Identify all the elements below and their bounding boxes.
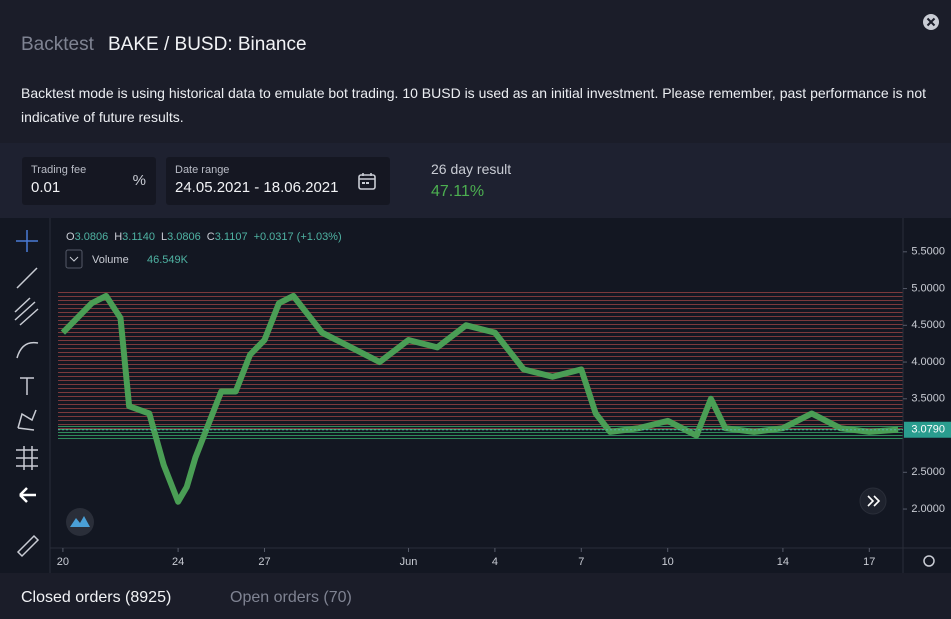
legend-toggle[interactable] — [65, 249, 83, 269]
date-range-field[interactable]: Date range 24.05.2021 - 18.06.2021 — [166, 157, 390, 205]
tab[interactable]: Open orders (70) — [230, 589, 352, 606]
y-tick-label: 2.5000 — [911, 466, 945, 478]
ohlc-value: 3.1107 — [215, 231, 248, 243]
x-tick-label: 27 — [258, 556, 270, 568]
y-tick-label: 4.0000 — [911, 356, 945, 368]
x-tick-label: 17 — [863, 556, 875, 568]
trading-fee-field[interactable]: Trading fee 0.01 % — [22, 157, 156, 205]
volume-name: Volume — [92, 254, 129, 266]
logo — [66, 508, 94, 536]
x-tick-label: 14 — [777, 556, 789, 568]
x-tick-label: 20 — [57, 556, 69, 568]
ohlc-value: 3.0806 — [167, 231, 201, 243]
y-tick-label: 5.5000 — [911, 246, 945, 258]
last-price-label: 3.0790 — [911, 424, 945, 436]
ohlc-legend: O3.0806 H3.1140 L3.0806 C3.1107 +0.0317 (+1.… — [66, 231, 342, 243]
x-tick-label: 7 — [578, 556, 584, 568]
legend-toggle-icon — [69, 256, 79, 262]
title: BAKE / BUSD: Binance — [108, 34, 307, 55]
ohlc-key: C — [207, 231, 215, 243]
order-lines — [58, 289, 903, 430]
header — [0, 0, 951, 143]
result-label: 26 day result — [431, 161, 512, 177]
result-value: 47.11% — [431, 183, 485, 200]
ohlc-key: L — [161, 231, 167, 243]
x-tick-label: 24 — [172, 556, 184, 568]
close-x — [926, 17, 936, 27]
ohlc-key: H — [114, 231, 122, 243]
field-value: 0.01 — [31, 179, 61, 196]
title-label: Backtest — [21, 34, 94, 55]
ohlc-value: 3.1140 — [122, 231, 155, 243]
toolbar[interactable] — [14, 230, 40, 558]
scroll-icon — [867, 495, 881, 507]
price-line — [60, 292, 899, 505]
field-value: 24.05.2021 - 18.06.2021 — [175, 179, 339, 196]
y-tick-label: 4.5000 — [911, 319, 945, 331]
ohlc-change: +0.0317 (+1.03%) — [254, 231, 342, 243]
ohlc-key: O — [66, 231, 75, 243]
field-label: Date range — [175, 164, 230, 176]
calendar-icon — [358, 173, 376, 190]
field-label: Trading fee — [31, 164, 87, 176]
y-tick-label: 2.0000 — [911, 503, 945, 515]
x-tick-label: 4 — [492, 556, 498, 568]
description: Backtest mode is using historical data t… — [21, 85, 927, 125]
y-tick-label: 5.0000 — [911, 282, 945, 294]
x-tick-label: Jun — [400, 556, 418, 568]
tab-active[interactable]: Closed orders (8925) — [21, 589, 172, 606]
last-price-box — [904, 421, 951, 438]
ohlc-value: 3.0806 — [75, 231, 109, 243]
close-button[interactable] — [922, 13, 940, 31]
field-unit: % — [132, 172, 146, 189]
tabs: Closed orders (8925) Open orders (70) — [0, 573, 951, 619]
y-tick-label: 3.5000 — [911, 393, 945, 405]
volume-value: 46.549K — [147, 254, 189, 266]
settings-icon[interactable] — [923, 555, 935, 567]
x-tick-label: 10 — [662, 556, 674, 568]
logo-mark — [70, 516, 90, 527]
